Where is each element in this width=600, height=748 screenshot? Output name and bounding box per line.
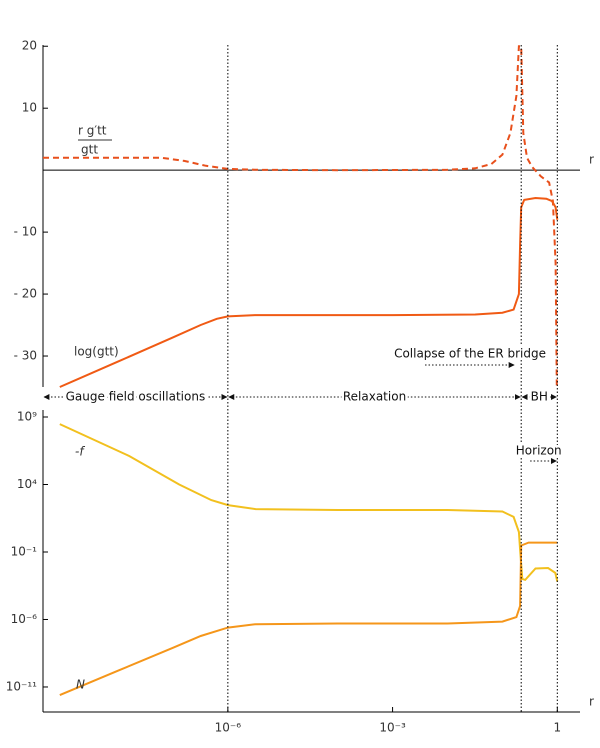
y-tick-label: - 10 [14, 225, 37, 239]
x-tick-label: 10⁻³ [379, 721, 406, 735]
y-tick-label: 20 [22, 39, 37, 53]
series-line [59, 541, 558, 697]
annotation: Collapse of the ER bridge [394, 347, 546, 361]
y-tick-label: 10⁻¹ [11, 544, 38, 558]
series-line [43, 45, 558, 388]
series-label: gtt [81, 143, 98, 157]
y-tick-label: 10⁻¹¹ [6, 679, 37, 693]
series-label: -f [75, 445, 85, 459]
y-tick-label: 10⁻⁶ [11, 612, 38, 626]
y-tick-label: 10 [22, 101, 37, 115]
y-tick-label: 10⁹ [17, 409, 37, 423]
y-tick-label: - 20 [14, 287, 37, 301]
x-axis-label: r [589, 153, 594, 167]
series-label: log(gtt) [74, 345, 119, 359]
annotation: Horizon [516, 444, 562, 458]
x-tick-label: 1 [553, 721, 561, 735]
region-label: Relaxation [343, 390, 406, 404]
series-label: N [76, 678, 85, 692]
region-label: Gauge field oscillations [66, 390, 206, 404]
series-label: r g′tt [78, 124, 107, 138]
x-tick-label: 10⁻⁶ [215, 721, 242, 735]
y-tick-label: - 30 [14, 349, 37, 363]
y-tick-label: 10⁴ [17, 477, 37, 491]
x-axis-label: r [589, 695, 594, 709]
region-label: BH [531, 390, 548, 404]
series-line [59, 423, 559, 582]
series-line [59, 196, 559, 388]
